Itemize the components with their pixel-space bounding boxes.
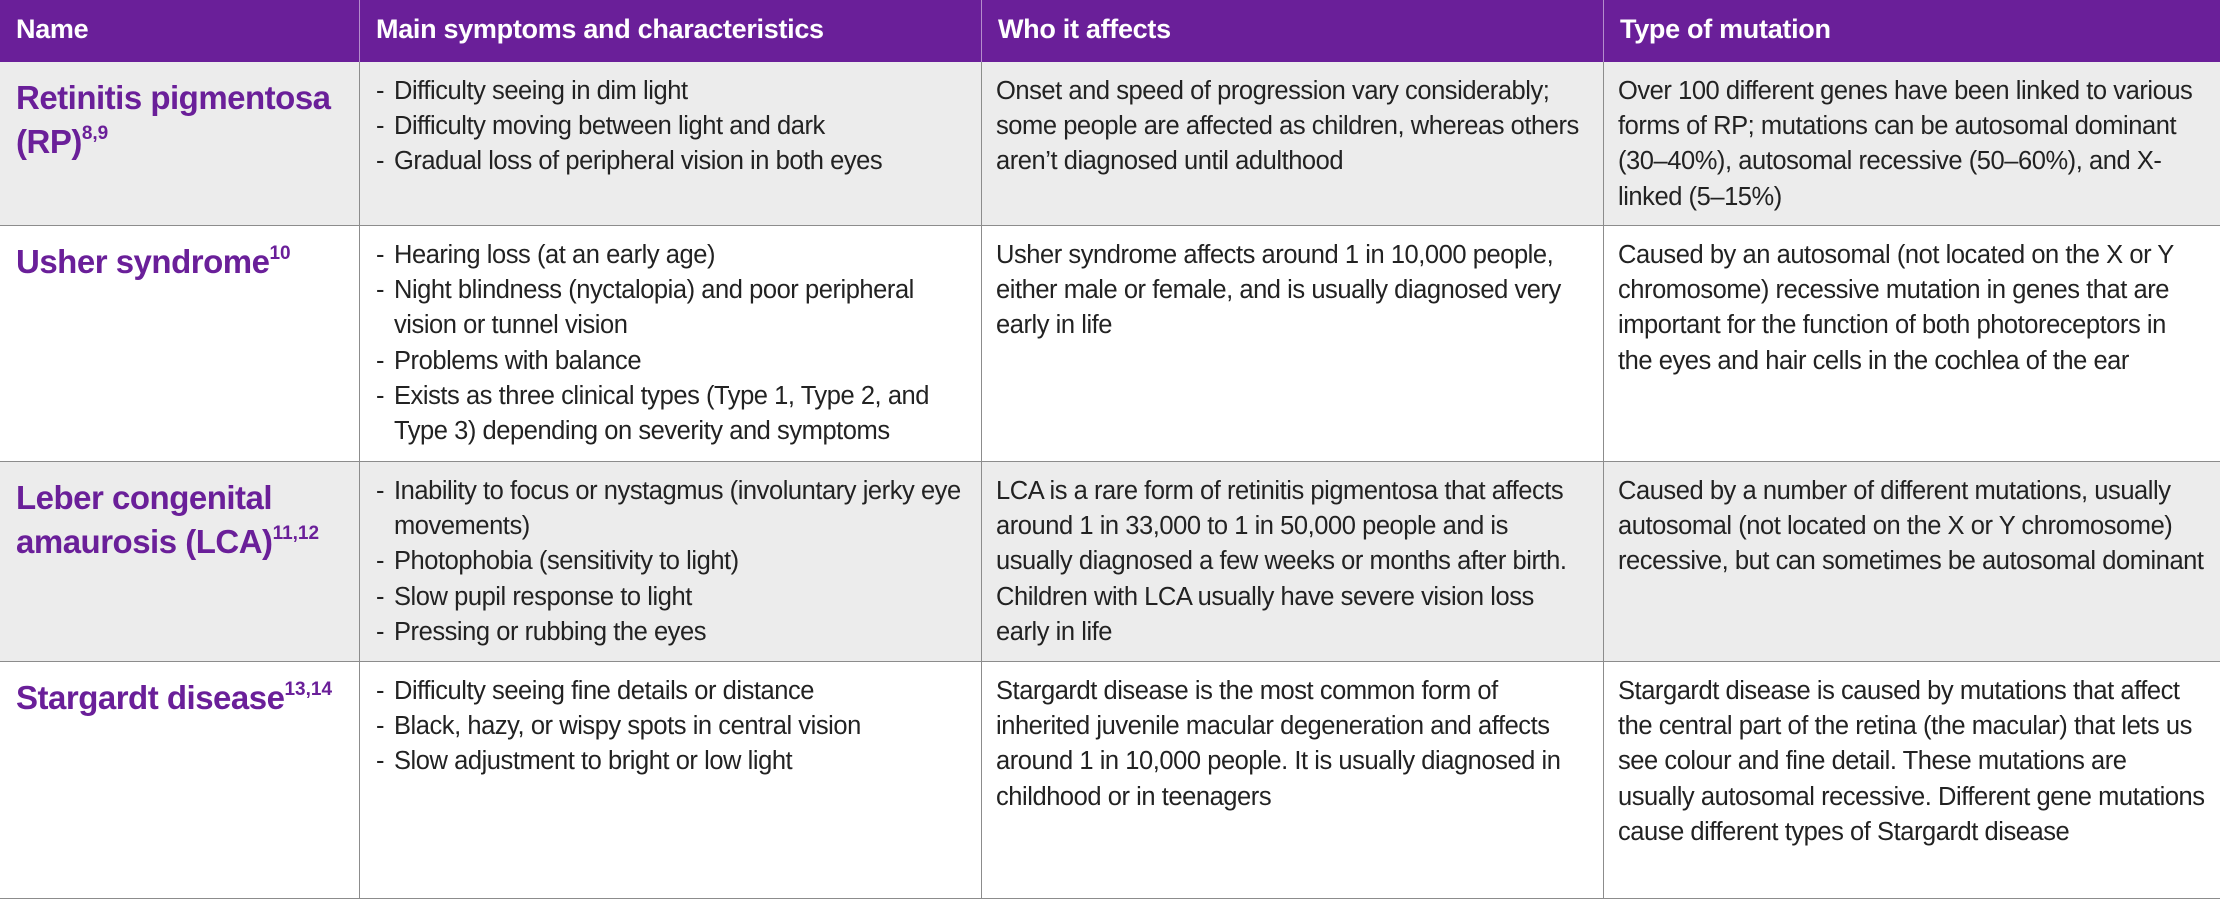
symptom-item: Inability to focus or nystagmus (involun… bbox=[374, 474, 967, 544]
condition-name-usher: Usher syndrome10 bbox=[0, 226, 360, 462]
symptoms-cell-usher: Hearing loss (at an early age) Night bli… bbox=[360, 226, 982, 462]
header-symptoms: Main symptoms and characteristics bbox=[360, 0, 982, 62]
symptom-item: Photophobia (sensitivity to light) bbox=[374, 544, 967, 579]
mutation-cell-usher: Caused by an autosomal (not located on t… bbox=[1604, 226, 2220, 462]
symptom-item: Slow adjustment to bright or low light bbox=[374, 744, 967, 779]
condition-name: Retinitis pigmentosa (RP) bbox=[16, 79, 331, 160]
mutation-text: Over 100 different genes have been linke… bbox=[1618, 77, 2193, 211]
symptom-item: Difficulty seeing fine details or distan… bbox=[374, 674, 967, 709]
header-affects: Who it affects bbox=[982, 0, 1604, 62]
symptom-item: Slow pupil response to light bbox=[374, 580, 967, 615]
symptom-item: Hearing loss (at an early age) bbox=[374, 238, 967, 273]
reference-superscript: 8,9 bbox=[81, 123, 109, 144]
condition-name-rp: Retinitis pigmentosa (RP)8,9 bbox=[0, 62, 360, 226]
condition-name: Stargardt disease bbox=[16, 679, 285, 716]
affects-cell-stargardt: Stargardt disease is the most common for… bbox=[982, 662, 1604, 899]
header-name: Name bbox=[0, 0, 360, 62]
symptoms-list: Difficulty seeing in dim light Difficult… bbox=[374, 74, 967, 180]
symptom-item: Pressing or rubbing the eyes bbox=[374, 615, 967, 650]
condition-name: Leber congenital amaurosis (LCA) bbox=[16, 479, 273, 560]
symptom-item: Difficulty moving between light and dark bbox=[374, 109, 967, 144]
affects-cell-lca: LCA is a rare form of retinitis pigmento… bbox=[982, 462, 1604, 662]
symptoms-cell-lca: Inability to focus or nystagmus (involun… bbox=[360, 462, 982, 662]
reference-superscript: 10 bbox=[269, 243, 291, 264]
mutation-text: Stargardt disease is caused by mutations… bbox=[1618, 677, 2205, 846]
symptoms-cell-rp: Difficulty seeing in dim light Difficult… bbox=[360, 62, 982, 226]
affects-text: LCA is a rare form of retinitis pigmento… bbox=[996, 477, 1567, 646]
symptoms-list: Hearing loss (at an early age) Night bli… bbox=[374, 238, 967, 449]
symptom-item: Black, hazy, or wispy spots in central v… bbox=[374, 709, 967, 744]
reference-superscript: 13,14 bbox=[284, 679, 333, 700]
reference-superscript: 11,12 bbox=[272, 523, 320, 544]
affects-text: Onset and speed of progression vary cons… bbox=[996, 77, 1579, 176]
symptoms-list: Inability to focus or nystagmus (involun… bbox=[374, 474, 967, 650]
mutation-text: Caused by an autosomal (not located on t… bbox=[1618, 241, 2174, 375]
condition-name-lca: Leber congenital amaurosis (LCA)11,12 bbox=[0, 462, 360, 662]
symptoms-list: Difficulty seeing fine details or distan… bbox=[374, 674, 967, 780]
mutation-cell-stargardt: Stargardt disease is caused by mutations… bbox=[1604, 662, 2220, 899]
symptom-item: Difficulty seeing in dim light bbox=[374, 74, 967, 109]
affects-cell-rp: Onset and speed of progression vary cons… bbox=[982, 62, 1604, 226]
symptoms-cell-stargardt: Difficulty seeing fine details or distan… bbox=[360, 662, 982, 899]
symptom-item: Exists as three clinical types (Type 1, … bbox=[374, 379, 967, 449]
affects-text: Stargardt disease is the most common for… bbox=[996, 677, 1561, 811]
mutation-cell-lca: Caused by a number of different mutation… bbox=[1604, 462, 2220, 662]
header-mutation: Type of mutation bbox=[1604, 0, 2220, 62]
condition-name: Usher syndrome bbox=[16, 243, 270, 280]
condition-name-stargardt: Stargardt disease13,14 bbox=[0, 662, 360, 899]
symptom-item: Night blindness (nyctalopia) and poor pe… bbox=[374, 273, 967, 343]
symptom-item: Gradual loss of peripheral vision in bot… bbox=[374, 144, 967, 179]
affects-text: Usher syndrome affects around 1 in 10,00… bbox=[996, 241, 1561, 340]
mutation-text: Caused by a number of different mutation… bbox=[1618, 477, 2204, 576]
mutation-cell-rp: Over 100 different genes have been linke… bbox=[1604, 62, 2220, 226]
symptom-item: Problems with balance bbox=[374, 344, 967, 379]
affects-cell-usher: Usher syndrome affects around 1 in 10,00… bbox=[982, 226, 1604, 462]
